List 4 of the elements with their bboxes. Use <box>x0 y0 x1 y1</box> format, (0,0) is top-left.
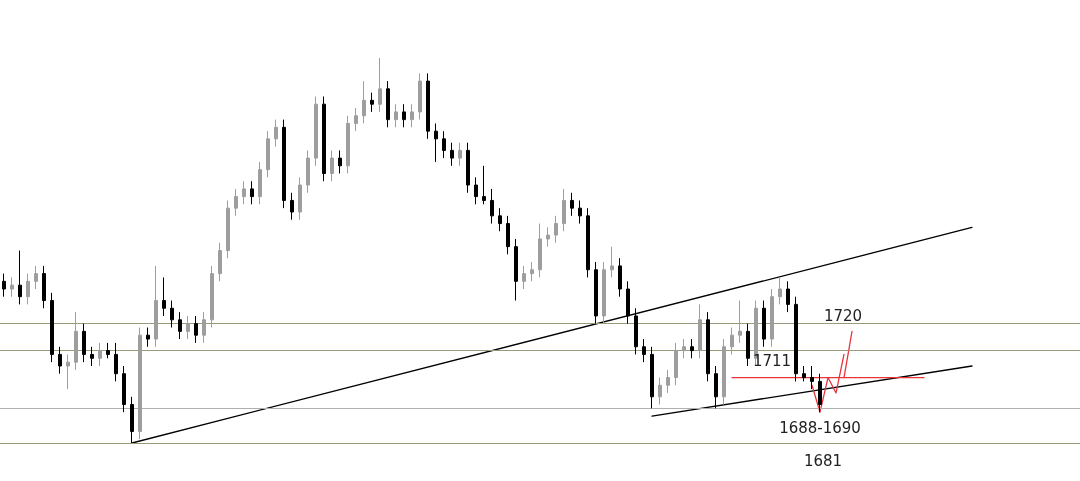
annotation: 1720 <box>823 307 863 325</box>
annotation: 1711 <box>752 352 792 370</box>
annotation: 1688-1690 <box>779 419 861 437</box>
text: 1681 <box>803 452 843 470</box>
